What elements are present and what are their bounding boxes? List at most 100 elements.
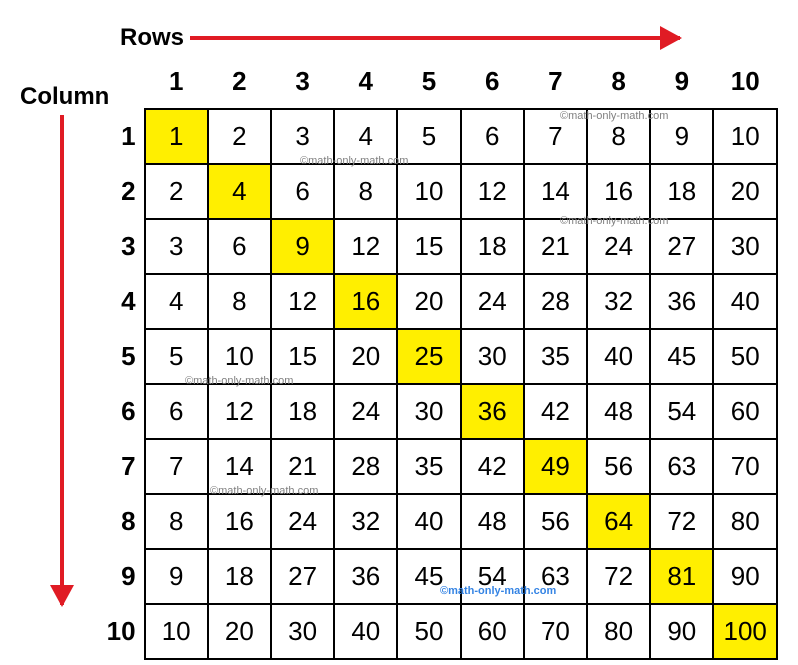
table-cell: 90: [713, 549, 777, 604]
row-header: 9: [90, 549, 145, 604]
table-cell: 25: [397, 329, 460, 384]
col-header: 6: [461, 55, 524, 109]
table-cell: 2: [208, 109, 271, 164]
table-cell: 81: [650, 549, 713, 604]
table-cell: 7: [145, 439, 208, 494]
table-cell: 10: [145, 604, 208, 659]
col-header: 7: [524, 55, 587, 109]
row-header: 6: [90, 384, 145, 439]
table-cell: 36: [650, 274, 713, 329]
table-cell: 12: [208, 384, 271, 439]
table-cell: 6: [145, 384, 208, 439]
table-cell: 28: [334, 439, 397, 494]
table-cell: 27: [271, 549, 334, 604]
table-cell: 4: [334, 109, 397, 164]
table-cell: 14: [524, 164, 587, 219]
table-row: 55101520253035404550: [90, 329, 777, 384]
table-cell: 20: [334, 329, 397, 384]
table-row: 336912151821242730: [90, 219, 777, 274]
table-cell: 24: [334, 384, 397, 439]
column-header-row: 1 2 3 4 5 6 7 8 9 10: [90, 55, 777, 109]
multiplication-table: 1 2 3 4 5 6 7 8 9 10 1123456789102246810…: [90, 55, 778, 660]
table-cell: 4: [208, 164, 271, 219]
table-cell: 24: [271, 494, 334, 549]
col-header: 3: [271, 55, 334, 109]
table-cell: 48: [461, 494, 524, 549]
table-cell: 56: [524, 494, 587, 549]
table-cell: 20: [397, 274, 460, 329]
table-cell: 16: [587, 164, 650, 219]
table-cell: 18: [208, 549, 271, 604]
col-header: 9: [650, 55, 713, 109]
table-cell: 14: [208, 439, 271, 494]
table-cell: 45: [397, 549, 460, 604]
table-cell: 16: [208, 494, 271, 549]
table-cell: 60: [713, 384, 777, 439]
table-cell: 15: [271, 329, 334, 384]
table-cell: 50: [713, 329, 777, 384]
table-cell: 90: [650, 604, 713, 659]
table-cell: 30: [397, 384, 460, 439]
table-row: 99182736455463728190: [90, 549, 777, 604]
table-cell: 1: [145, 109, 208, 164]
table-cell: 7: [524, 109, 587, 164]
table-cell: 40: [587, 329, 650, 384]
table-cell: 8: [334, 164, 397, 219]
table-cell: 28: [524, 274, 587, 329]
table-cell: 32: [334, 494, 397, 549]
col-header: 2: [208, 55, 271, 109]
rows-arrow-icon: [190, 36, 680, 40]
table-row: 112345678910: [90, 109, 777, 164]
table-cell: 70: [713, 439, 777, 494]
table-row: 4481216202428323640: [90, 274, 777, 329]
table-cell: 50: [397, 604, 460, 659]
table-cell: 8: [145, 494, 208, 549]
table-cell: 9: [145, 549, 208, 604]
table-cell: 30: [461, 329, 524, 384]
table-row: 88162432404856647280: [90, 494, 777, 549]
table-cell: 40: [397, 494, 460, 549]
table-cell: 60: [461, 604, 524, 659]
table-cell: 72: [587, 549, 650, 604]
table-cell: 3: [271, 109, 334, 164]
table-cell: 54: [461, 549, 524, 604]
table-cell: 5: [397, 109, 460, 164]
table-cell: 10: [208, 329, 271, 384]
table-cell: 36: [461, 384, 524, 439]
table-cell: 10: [397, 164, 460, 219]
table-cell: 3: [145, 219, 208, 274]
col-header: 8: [587, 55, 650, 109]
col-header: 5: [397, 55, 460, 109]
row-header: 1: [90, 109, 145, 164]
table-cell: 42: [461, 439, 524, 494]
table-cell: 16: [334, 274, 397, 329]
table-cell: 20: [713, 164, 777, 219]
column-arrow-icon: [60, 115, 64, 605]
table-cell: 35: [524, 329, 587, 384]
table-cell: 24: [587, 219, 650, 274]
corner-blank: [90, 55, 145, 109]
table-cell: 6: [208, 219, 271, 274]
table-cell: 12: [461, 164, 524, 219]
table-cell: 36: [334, 549, 397, 604]
table-cell: 21: [524, 219, 587, 274]
table-cell: 64: [587, 494, 650, 549]
grid-wrapper: 1 2 3 4 5 6 7 8 9 10 1123456789102246810…: [90, 55, 778, 660]
row-header: 4: [90, 274, 145, 329]
table-cell: 15: [397, 219, 460, 274]
table-cell: 6: [271, 164, 334, 219]
table-cell: 100: [713, 604, 777, 659]
table-row: 10102030405060708090100: [90, 604, 777, 659]
row-header: 8: [90, 494, 145, 549]
table-cell: 40: [713, 274, 777, 329]
table-cell: 9: [271, 219, 334, 274]
table-cell: 24: [461, 274, 524, 329]
table-cell: 6: [461, 109, 524, 164]
table-cell: 12: [334, 219, 397, 274]
table-cell: 56: [587, 439, 650, 494]
table-cell: 5: [145, 329, 208, 384]
table-cell: 8: [587, 109, 650, 164]
table-cell: 35: [397, 439, 460, 494]
table-cell: 63: [524, 549, 587, 604]
table-cell: 49: [524, 439, 587, 494]
